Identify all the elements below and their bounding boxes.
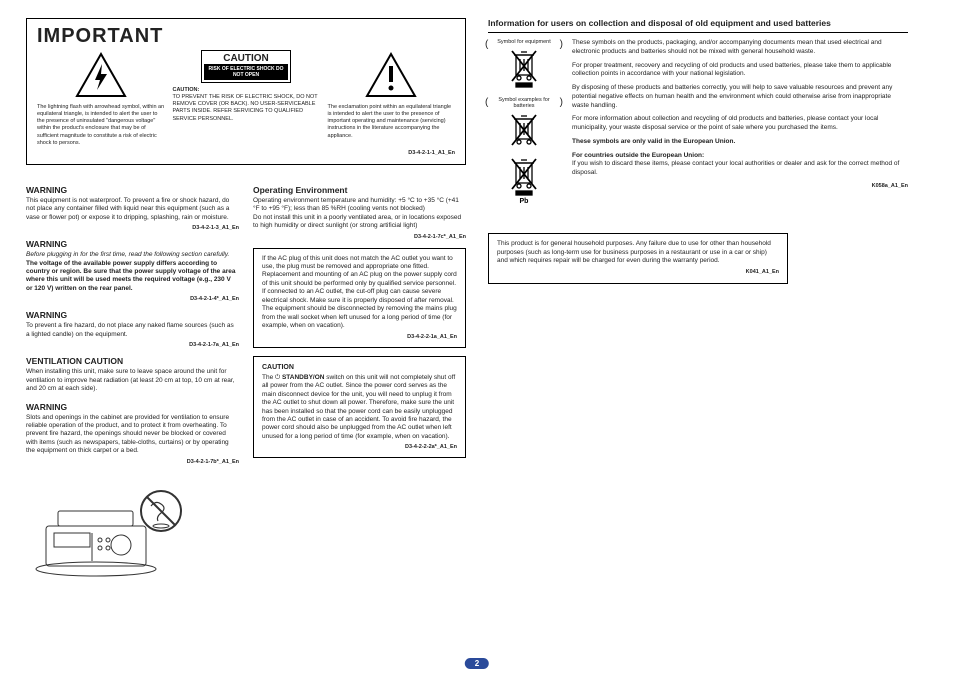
important-code: D3-4-2-1-1_A1_En (37, 150, 455, 156)
w3-code: D3-4-2-1-7a_A1_En (26, 342, 239, 348)
col-a: WARNING This equipment is not waterproof… (26, 177, 239, 583)
exclaim-cell: The exclamation point within an equilate… (328, 50, 455, 140)
oe-head: Operating Environment (253, 185, 466, 195)
vc-text: When installing this unit, make sure to … (26, 368, 239, 393)
w1-head: WARNING (26, 185, 239, 195)
w3-head: WARNING (26, 310, 239, 320)
gen-code: K041_A1_En (497, 269, 779, 276)
important-box: IMPORTANT The lightning flash with arrow… (26, 18, 466, 165)
exclaim-desc: The exclamation point within an equilate… (328, 104, 455, 140)
sym-bat-label: Symbol examples for batteries (488, 97, 560, 110)
eu-row: Symbol for equipment Symbol examples for… (488, 39, 908, 213)
eu-p6-head: For countries outside the European Union… (572, 152, 704, 159)
lightning-desc: The lightning flash with arrowhead symbo… (37, 104, 164, 147)
w2-head: WARNING (26, 239, 239, 249)
bin-icon-3: Pb (488, 157, 560, 205)
eu-p6-body: If you wish to discard these items, plea… (572, 160, 899, 176)
receiver-illustration (26, 471, 239, 583)
caution-black: RISK OF ELECTRIC SHOCK DO NOT OPEN (204, 64, 288, 80)
standby-label: STANDBY/ON (282, 374, 325, 381)
svg-text:Pb: Pb (520, 198, 529, 205)
ac-plug-text: If the AC plug of this unit does not mat… (262, 255, 457, 330)
exclaim-triangle-icon (328, 52, 455, 98)
box2-head: CAUTION (262, 363, 457, 372)
w4-head: WARNING (26, 402, 239, 412)
general-box: This product is for general household pu… (488, 233, 788, 284)
caution-cell: CAUTION RISK OF ELECTRIC SHOCK DO NOT OP… (172, 50, 319, 123)
eu-p4: For more information about collection an… (572, 115, 908, 133)
caution-box: CAUTION RISK OF ELECTRIC SHOCK DO NOT OP… (201, 50, 291, 83)
page-number: 2 (465, 658, 489, 669)
lightning-triangle-icon (37, 52, 164, 98)
w1-code: D3-4-2-1-3_A1_En (26, 225, 239, 231)
caution-body: TO PREVENT THE RISK OF ELECTRIC SHOCK, D… (172, 94, 317, 121)
eu-text: These symbols on the products, packaging… (572, 39, 908, 213)
w3-text: To prevent a fire hazard, do not place a… (26, 322, 239, 339)
standby-box: CAUTION The ⏻ STANDBY/ON switch on this … (253, 356, 466, 459)
sym-eq-label: Symbol for equipment (488, 39, 560, 46)
caution-head: CAUTION: (172, 87, 199, 93)
box1-code: D3-4-2-2-1a_A1_En (262, 334, 457, 341)
w2-italic: Before plugging in for the first time, r… (26, 251, 239, 259)
oe-text2: Do not install this unit in a poorly ven… (253, 214, 466, 231)
left-column: IMPORTANT The lightning flash with arrow… (26, 18, 466, 583)
bin-icon-2 (488, 113, 560, 149)
w1-text: This equipment is not waterproof. To pre… (26, 197, 239, 222)
col-b: Operating Environment Operating environm… (253, 177, 466, 583)
eu-title: Information for users on collection and … (488, 18, 908, 33)
symbol-row: The lightning flash with arrowhead symbo… (37, 50, 455, 147)
oe-text1: Operating environment temperature and hu… (253, 197, 466, 214)
eu-p6: For countries outside the European Union… (572, 152, 908, 178)
bin-icon-1 (488, 49, 560, 89)
eu-symbols: Symbol for equipment Symbol examples for… (488, 39, 560, 213)
gen-text: This product is for general household pu… (497, 240, 771, 265)
w4-text: Slots and openings in the cabinet are pr… (26, 414, 239, 456)
eu-p1: These symbols on the products, packaging… (572, 39, 908, 57)
important-title: IMPORTANT (37, 25, 455, 48)
box2-code: D3-4-2-2-2a*_A1_En (262, 444, 457, 451)
caution-title: CAUTION (204, 53, 288, 64)
ac-plug-box: If the AC plug of this unit does not mat… (253, 248, 466, 348)
page: IMPORTANT The lightning flash with arrow… (0, 0, 954, 591)
eu-p2: For proper treatment, recovery and recyc… (572, 62, 908, 80)
eu-p5: These symbols are only valid in the Euro… (572, 138, 908, 147)
w4-code: D3-4-2-1-7b*_A1_En (26, 459, 239, 465)
eu-p3: By disposing of these products and batte… (572, 84, 908, 110)
lightning-cell: The lightning flash with arrowhead symbo… (37, 50, 164, 147)
oe-code: D3-4-2-1-7c*_A1_En (253, 234, 466, 240)
box2-text: The ⏻ STANDBY/ON switch on this unit wil… (262, 374, 455, 440)
w2-code: D3-4-2-1-4*_A1_En (26, 296, 239, 302)
vc-head: VENTILATION CAUTION (26, 356, 239, 366)
two-col: WARNING This equipment is not waterproof… (26, 177, 466, 583)
eu-code: K058a_A1_En (572, 183, 908, 190)
caution-text: CAUTION:TO PREVENT THE RISK OF ELECTRIC … (172, 87, 319, 123)
w2-bold: The voltage of the available power suppl… (26, 260, 239, 294)
right-column: Information for users on collection and … (488, 18, 908, 583)
